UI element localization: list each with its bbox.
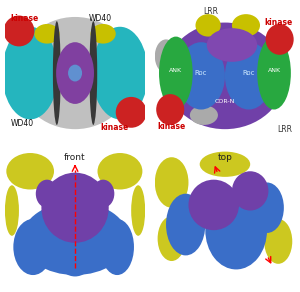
Ellipse shape	[53, 21, 61, 125]
Ellipse shape	[92, 27, 148, 119]
Ellipse shape	[92, 180, 114, 208]
Ellipse shape	[16, 17, 134, 129]
Ellipse shape	[5, 185, 19, 236]
Ellipse shape	[56, 42, 94, 104]
Text: kinase: kinase	[11, 14, 39, 23]
Ellipse shape	[159, 36, 193, 110]
Text: kinase: kinase	[158, 122, 186, 131]
Ellipse shape	[264, 219, 292, 264]
Ellipse shape	[155, 157, 188, 208]
Ellipse shape	[2, 27, 58, 119]
Ellipse shape	[158, 216, 186, 261]
Text: Armadillo: Armadillo	[90, 59, 95, 87]
Ellipse shape	[4, 15, 34, 46]
Text: COR-C: COR-C	[63, 70, 87, 76]
Ellipse shape	[36, 180, 58, 208]
Ellipse shape	[13, 219, 52, 275]
Ellipse shape	[207, 28, 257, 62]
Ellipse shape	[205, 191, 267, 270]
Ellipse shape	[22, 202, 128, 275]
Ellipse shape	[266, 24, 294, 55]
Text: Roc: Roc	[242, 70, 255, 76]
Text: Roc: Roc	[195, 70, 207, 76]
Ellipse shape	[232, 14, 260, 36]
Ellipse shape	[89, 21, 97, 125]
Ellipse shape	[34, 24, 60, 44]
Text: kinase: kinase	[100, 123, 129, 132]
Ellipse shape	[196, 14, 221, 36]
Ellipse shape	[177, 42, 225, 110]
Ellipse shape	[61, 254, 89, 277]
Ellipse shape	[232, 171, 268, 211]
Ellipse shape	[155, 39, 177, 73]
Text: LRR: LRR	[203, 7, 218, 16]
Text: front: front	[64, 153, 86, 162]
Text: top: top	[218, 153, 232, 162]
Ellipse shape	[41, 173, 109, 243]
Ellipse shape	[200, 152, 250, 177]
Ellipse shape	[268, 38, 288, 66]
Text: WD40: WD40	[89, 14, 112, 23]
Text: Armadillo: Armadillo	[55, 59, 60, 87]
Ellipse shape	[188, 180, 239, 230]
Ellipse shape	[98, 153, 142, 190]
Text: WD40: WD40	[11, 119, 34, 128]
Ellipse shape	[225, 42, 273, 110]
Ellipse shape	[250, 182, 284, 233]
Ellipse shape	[190, 105, 218, 125]
Ellipse shape	[100, 219, 134, 275]
Text: ANK: ANK	[268, 68, 281, 73]
Text: ANK: ANK	[169, 68, 182, 73]
Ellipse shape	[165, 22, 285, 129]
Ellipse shape	[116, 97, 147, 128]
Ellipse shape	[166, 194, 205, 256]
Ellipse shape	[68, 65, 82, 81]
Ellipse shape	[156, 94, 184, 125]
Ellipse shape	[6, 153, 54, 190]
Text: LRR: LRR	[277, 125, 292, 134]
Text: COR-N: COR-N	[222, 40, 242, 45]
Text: kinase: kinase	[264, 18, 292, 27]
Ellipse shape	[257, 36, 291, 110]
Ellipse shape	[91, 24, 116, 44]
Text: COR-N: COR-N	[215, 99, 235, 104]
Ellipse shape	[131, 185, 145, 236]
